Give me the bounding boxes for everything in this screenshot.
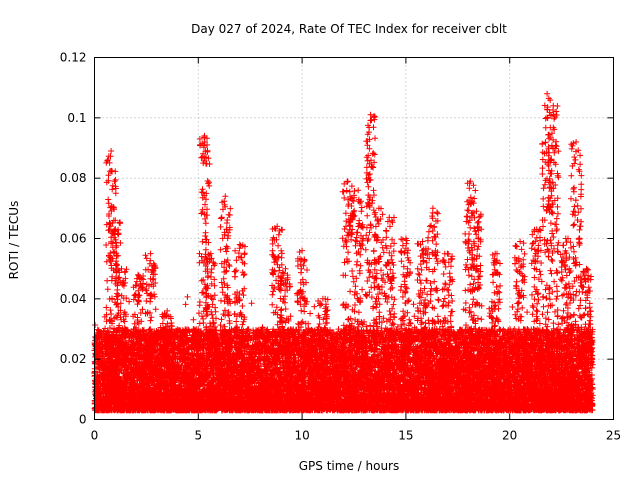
chart-title: Day 027 of 2024, Rate Of TEC Index for r… bbox=[191, 22, 507, 36]
y-axis-label: ROTI / TECUs bbox=[7, 201, 21, 280]
x-tick-label: 25 bbox=[606, 429, 621, 443]
x-tick-label: 20 bbox=[502, 429, 517, 443]
data-points bbox=[91, 90, 596, 414]
x-tick-label: 10 bbox=[294, 429, 309, 443]
y-tick-label: 0.08 bbox=[60, 171, 87, 185]
x-tick-label: 0 bbox=[91, 429, 99, 443]
y-tick-label: 0.1 bbox=[67, 111, 86, 125]
y-tick-label: 0.06 bbox=[60, 232, 87, 246]
x-tick-label: 15 bbox=[398, 429, 413, 443]
x-axis-label: GPS time / hours bbox=[299, 459, 400, 473]
y-tick-label: 0 bbox=[79, 413, 87, 427]
axis-ticks: 0 5 10 15 20 25 0 0.02 0.04 0.06 0.08 0.1 0.12 bbox=[60, 51, 621, 443]
y-tick-label: 0.02 bbox=[60, 352, 87, 366]
y-tick-label: 0.12 bbox=[60, 51, 87, 65]
y-tick-label: 0.04 bbox=[60, 292, 87, 306]
roti-points bbox=[91, 90, 596, 414]
x-tick-label: 5 bbox=[194, 429, 202, 443]
